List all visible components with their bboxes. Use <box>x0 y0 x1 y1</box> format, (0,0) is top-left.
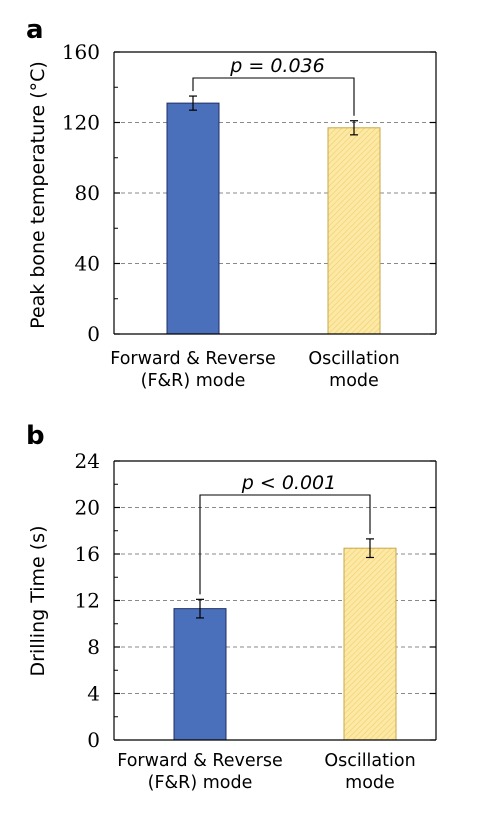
x-category-label: mode <box>345 773 395 793</box>
panel-a-significance-bracket: p = 0.036 <box>192 55 355 116</box>
panel-b-bars <box>173 547 397 741</box>
y-tick-label: 0 <box>87 728 100 752</box>
panel-a-gridlines <box>114 122 436 264</box>
y-tick-label: 4 <box>87 682 100 706</box>
panel-b: b Drilling Time (s) 0 4 8 12 16 20 24 Forward … <box>26 421 437 793</box>
panel-a-frame <box>113 51 437 335</box>
y-tick-label: 16 <box>75 542 100 566</box>
x-category-label: (F&R) mode <box>148 773 253 793</box>
panel-a: a Peak bone temperature (°C) 0 40 80 120 160… <box>26 15 437 391</box>
panel-b-error-bars <box>196 538 374 619</box>
y-tick-label: 160 <box>62 40 100 64</box>
x-category-label: mode <box>329 371 379 391</box>
y-tick-label: 80 <box>75 181 100 205</box>
y-tick-label: 0 <box>87 322 100 346</box>
significance-bracket <box>192 77 355 116</box>
bar <box>343 547 397 741</box>
panel-b-label: b <box>26 421 45 451</box>
panel-b-frame <box>113 460 437 741</box>
panel-a-label: a <box>26 15 44 45</box>
panel-b-x-labels: Forward & Reverse(F&R) mode Oscillationmo… <box>117 751 415 793</box>
x-category-label: Oscillation <box>308 349 399 369</box>
y-tick-label: 24 <box>75 449 100 473</box>
x-category-label: Oscillation <box>324 751 415 771</box>
x-category-label: Forward & Reverse <box>110 349 276 369</box>
x-category-label: Forward & Reverse <box>117 751 283 771</box>
y-tick-label: 12 <box>75 589 100 613</box>
p-value-annotation: p < 0.001 <box>241 472 336 494</box>
panel-b-y-axis-label: Drilling Time (s) <box>27 526 49 677</box>
y-tick-label: 40 <box>75 252 100 276</box>
panel-a-y-ticks: 0 40 80 120 160 <box>62 40 436 346</box>
bar <box>166 102 220 335</box>
panel-a-x-labels: Forward & Reverse(F&R) mode Oscillationmo… <box>110 349 399 391</box>
bar <box>327 127 381 335</box>
panel-b-y-ticks: 0 4 8 12 16 20 24 <box>75 449 436 752</box>
panel-a-y-axis-label: Peak bone temperature (°C) <box>27 61 49 329</box>
bar <box>173 608 227 741</box>
x-category-label: (F&R) mode <box>141 371 246 391</box>
y-tick-label: 20 <box>75 496 100 520</box>
panel-b-significance-bracket: p < 0.001 <box>199 472 371 595</box>
panel-a-bars <box>166 102 381 335</box>
y-tick-label: 8 <box>87 635 100 659</box>
panel-a-error-bars <box>189 95 358 136</box>
p-value-annotation: p = 0.036 <box>229 55 324 77</box>
significance-bracket <box>199 494 371 595</box>
y-tick-label: 120 <box>62 111 100 135</box>
